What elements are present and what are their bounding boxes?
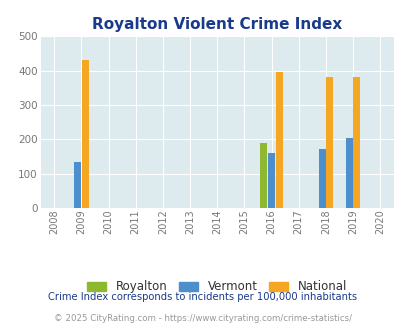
Bar: [260, 143, 267, 208]
Bar: [345, 138, 352, 208]
Text: © 2025 CityRating.com - https://www.cityrating.com/crime-statistics/: © 2025 CityRating.com - https://www.city…: [54, 314, 351, 323]
Title: Royalton Violent Crime Index: Royalton Violent Crime Index: [92, 17, 341, 32]
Legend: Royalton, Vermont, National: Royalton, Vermont, National: [82, 276, 351, 298]
Text: Crime Index corresponds to incidents per 100,000 inhabitants: Crime Index corresponds to incidents per…: [48, 292, 357, 302]
Bar: [275, 72, 282, 208]
Bar: [74, 162, 81, 208]
Bar: [81, 60, 88, 208]
Bar: [318, 149, 325, 208]
Bar: [267, 153, 274, 208]
Bar: [325, 78, 333, 208]
Bar: [352, 78, 360, 208]
